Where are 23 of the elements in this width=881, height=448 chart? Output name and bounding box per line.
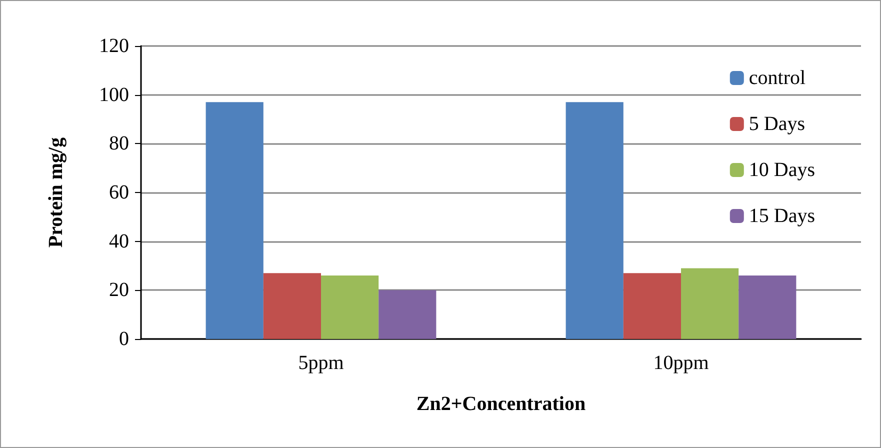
bar [566, 102, 624, 339]
bar [263, 273, 321, 339]
y-tick-label: 60 [109, 182, 129, 204]
bar [623, 273, 681, 339]
y-tick-label: 40 [109, 230, 129, 252]
bar [321, 276, 379, 339]
y-tick-label: 100 [99, 84, 129, 106]
y-axis-title: Protein mg/g [45, 137, 67, 248]
legend-label: 15 Days [748, 205, 816, 227]
y-tick-label: 120 [99, 35, 129, 57]
bar [681, 268, 739, 339]
x-tick-label: 10ppm [653, 352, 710, 374]
bar [738, 276, 796, 339]
x-tick-label: 5ppm [298, 352, 344, 374]
bar [206, 102, 264, 339]
legend-label: 10 Days [748, 159, 816, 181]
y-tick-label: 0 [119, 328, 129, 350]
legend-label: 5 Days [748, 113, 806, 135]
y-tick-label: 80 [109, 132, 129, 155]
bar [378, 290, 436, 339]
y-tick-label: 20 [109, 279, 129, 302]
x-axis-title: Zn2+Concentration [416, 393, 586, 415]
legend-label: control [748, 67, 806, 89]
